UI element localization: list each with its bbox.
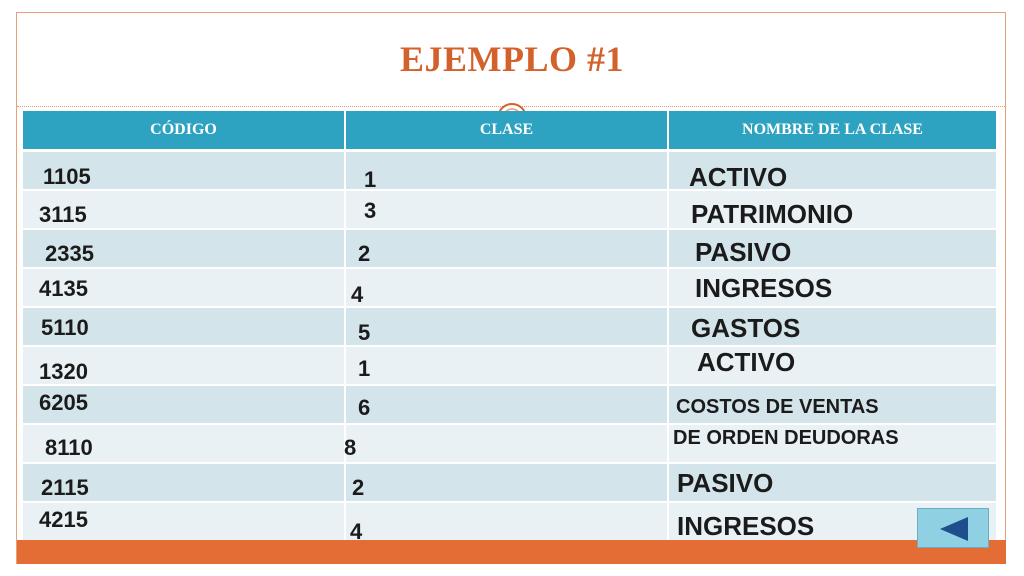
codigo-cell: 4215 <box>39 507 88 532</box>
accounts-table: CÓDIGO CLASE NOMBRE DE LA CLASE 1105 1 A… <box>23 111 996 544</box>
codigo-cell: 2335 <box>45 241 94 266</box>
nombre-cell: ACTIVO <box>689 162 788 192</box>
nombre-cell: INGRESOS <box>677 511 815 541</box>
table-row: 4135 4 INGRESOS <box>23 267 996 307</box>
nombre-cell: GASTOS <box>691 313 801 343</box>
nombre-cell: INGRESOS <box>695 273 833 303</box>
codigo-cell: 1320 <box>39 359 88 384</box>
clase-cell: 1 <box>364 167 377 192</box>
nombre-cell: DE ORDEN DEUDORAS <box>673 427 899 449</box>
slide-title: EJEMPLO #1 <box>399 39 624 79</box>
table-row: 5110 5 GASTOS <box>23 306 996 345</box>
codigo-cell: 4135 <box>39 276 88 301</box>
table-header-row: CÓDIGO CLASE NOMBRE DE LA CLASE <box>23 111 996 149</box>
nombre-cell: PASIVO <box>695 237 792 267</box>
table-row: 1320 1 ACTIVO <box>23 345 996 384</box>
codigo-cell: 5110 <box>41 315 89 340</box>
header-codigo: CÓDIGO <box>23 111 346 149</box>
clase-cell: 8 <box>344 435 357 460</box>
table-row: 4215 4 INGRESOS <box>23 501 996 544</box>
clase-cell: 4 <box>350 519 363 544</box>
table-row: 2115 2 PASIVO <box>23 462 996 501</box>
footer-accent-band <box>17 540 1006 564</box>
header-nombre: NOMBRE DE LA CLASE <box>669 111 996 149</box>
back-button[interactable] <box>917 508 989 548</box>
table-row: 3115 3 PATRIMONIO <box>23 189 996 229</box>
nombre-cell: PASIVO <box>677 468 774 498</box>
table-row: 6205 6 COSTOS DE VENTAS <box>23 384 996 423</box>
clase-cell: 4 <box>351 282 364 307</box>
clase-cell: 2 <box>352 475 365 500</box>
table-row: 1105 1 ACTIVO <box>23 149 996 192</box>
triangle-left-icon <box>940 517 968 541</box>
header-clase: CLASE <box>346 111 669 149</box>
nombre-cell: ACTIVO <box>697 347 796 377</box>
nombre-cell: COSTOS DE VENTAS <box>676 396 879 418</box>
codigo-cell: 8110 <box>45 435 93 460</box>
codigo-cell: 2115 <box>41 475 89 500</box>
clase-cell: 5 <box>358 320 371 345</box>
clase-cell: 3 <box>364 198 377 223</box>
codigo-cell: 3115 <box>39 202 87 227</box>
codigo-cell: 6205 <box>39 390 88 415</box>
codigo-cell: 1105 <box>43 164 91 189</box>
clase-cell: 1 <box>358 356 371 381</box>
clase-cell: 2 <box>358 241 371 266</box>
nombre-cell: PATRIMONIO <box>691 199 854 229</box>
table-row: 2335 2 PASIVO <box>23 228 996 267</box>
clase-cell: 6 <box>358 395 371 420</box>
table-row: 8110 8 DE ORDEN DEUDORAS <box>23 423 996 462</box>
